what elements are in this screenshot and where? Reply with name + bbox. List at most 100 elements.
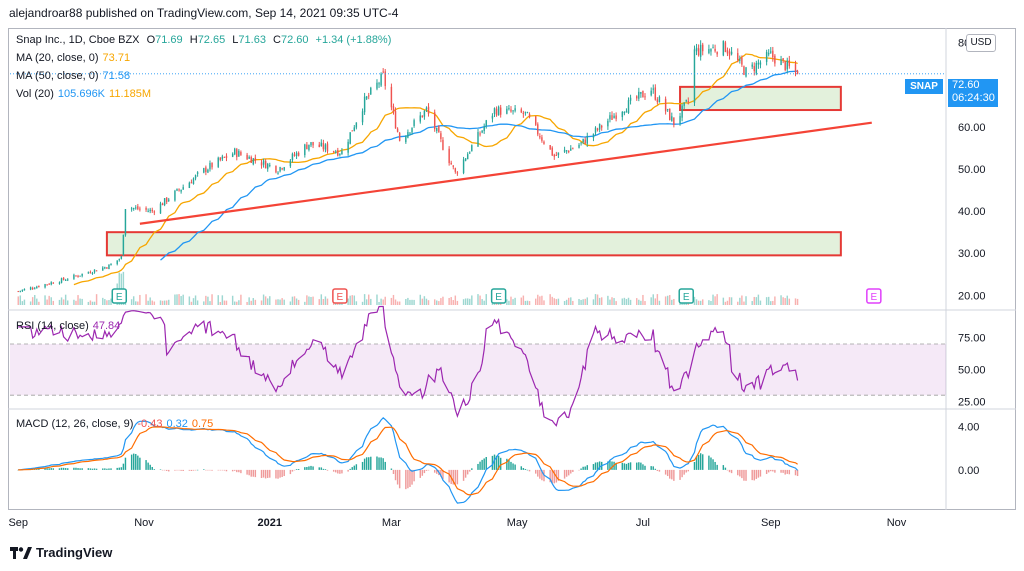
macd-histogram-bar: [714, 461, 716, 470]
tradingview-logo[interactable]: TradingView: [10, 545, 112, 560]
candle-body: [260, 162, 263, 166]
macd-histogram-bar: [679, 469, 681, 480]
macd-histogram-bar: [535, 469, 537, 474]
volume-bar: [526, 300, 529, 305]
price-tick-label: 20.00: [958, 290, 986, 302]
volume-legend[interactable]: Vol (20) 105.696K 11.185M: [16, 88, 152, 100]
macd-histogram-bar: [462, 469, 465, 481]
candle-body: [250, 157, 252, 163]
candle-body: [34, 288, 36, 290]
macd-histogram-bar: [368, 457, 370, 470]
candle-body: [425, 107, 428, 110]
volume-bar: [409, 299, 411, 305]
macd-histogram-bar: [710, 457, 712, 470]
macd-histogram-bar: [291, 469, 294, 472]
rsi-legend[interactable]: RSI (14, close) 47.84: [16, 320, 121, 332]
volume-bar: [145, 294, 147, 305]
macd-histogram-bar: [654, 468, 657, 470]
volume-bar: [194, 295, 197, 305]
volume-bar: [240, 294, 242, 305]
macd-histogram-bar: [788, 469, 791, 475]
change-value: +1.34 (+1.88%): [315, 34, 392, 46]
macd-histogram-bar: [644, 465, 646, 470]
volume-bar: [640, 300, 642, 305]
volume-bar: [563, 301, 566, 305]
volume-bar: [361, 301, 364, 305]
macd-histogram-bar: [370, 456, 372, 470]
volume-bar: [697, 300, 700, 305]
volume-bar: [767, 296, 770, 305]
candle-body: [524, 111, 527, 113]
volume-bar: [535, 298, 537, 305]
candle-body: [104, 267, 106, 269]
macd-legend[interactable]: MACD (12, 26, close, 9) -0.43 0.32 0.75: [16, 418, 214, 430]
candle-body: [137, 206, 139, 210]
volume-bar: [584, 298, 586, 305]
volume-bar: [398, 301, 401, 305]
earnings-marker-label: E: [871, 292, 878, 303]
candle-body: [60, 278, 63, 283]
macd-histogram-bar: [221, 469, 224, 471]
candle-body: [452, 165, 454, 167]
macd-histogram-bar: [436, 469, 438, 474]
macd-histogram-bar: [405, 469, 407, 490]
earnings-marker-label: E: [683, 292, 690, 303]
candle-body: [794, 64, 797, 72]
volume-bar: [423, 296, 426, 305]
macd-histogram-bar: [539, 469, 541, 479]
ma20-legend[interactable]: MA (20, close, 0) 73.71: [16, 52, 131, 64]
volume-bar: [137, 301, 139, 305]
volume-bar: [234, 301, 236, 305]
macd-histogram-bar: [234, 469, 236, 471]
volume-bar: [211, 294, 213, 305]
macd-histogram-bar: [297, 468, 300, 470]
volume-bar: [269, 296, 271, 305]
macd-histogram-bar: [407, 469, 409, 489]
candle-body: [277, 172, 279, 174]
currency-button[interactable]: USD: [966, 34, 996, 52]
volume-bar: [755, 297, 758, 305]
macd-histogram-bar: [44, 468, 46, 470]
volume-bar: [673, 298, 675, 305]
volume-bar: [728, 297, 731, 305]
macd-histogram-bar: [293, 469, 296, 471]
macd-histogram-bar: [176, 469, 178, 471]
volume-bar: [23, 299, 26, 305]
macd-histogram-bar: [281, 469, 283, 478]
macd-histogram-bar: [572, 469, 574, 472]
symbol-title[interactable]: Snap Inc., 1D, Cboe BZX: [16, 34, 140, 46]
candle-body: [448, 148, 450, 164]
macd-histogram-bar: [122, 463, 125, 470]
macd-histogram-bar: [58, 468, 61, 470]
candle-body: [555, 154, 558, 156]
symbol-tag: SNAP: [905, 79, 943, 94]
candle-body: [120, 256, 123, 259]
candle-body: [669, 108, 671, 121]
ma50-legend[interactable]: MA (50, close, 0) 71.58: [16, 70, 131, 82]
volume-bar: [281, 298, 283, 305]
candle-body: [528, 114, 531, 118]
macd-histogram-bar: [168, 469, 170, 472]
candle-body: [673, 117, 675, 125]
macd-histogram-bar: [135, 453, 137, 470]
volume-bar: [520, 297, 523, 305]
volume-bar: [368, 294, 370, 305]
time-tick-label: Sep: [8, 517, 28, 529]
volume-bar: [291, 296, 294, 305]
candle-body: [495, 108, 498, 116]
volume-bar: [188, 296, 191, 305]
volume-bar: [320, 294, 323, 305]
volume-bar: [537, 294, 539, 305]
macd-hist-value: -0.43: [137, 418, 163, 430]
macd-histogram-bar: [722, 465, 725, 470]
candle-body: [728, 51, 731, 56]
candle-body: [419, 115, 421, 122]
candle-body: [322, 142, 325, 150]
macd-histogram-bar: [60, 467, 63, 470]
close-value: 72.60: [280, 34, 309, 46]
macd-histogram-bar: [512, 463, 514, 470]
volume-bar: [780, 295, 782, 305]
macd-histogram-bar: [153, 469, 156, 470]
macd-histogram-bar: [673, 469, 675, 481]
